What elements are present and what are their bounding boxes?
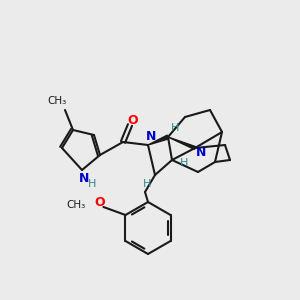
Text: N: N: [196, 146, 206, 158]
Text: O: O: [128, 113, 138, 127]
Text: H: H: [180, 158, 188, 168]
Text: CH₃: CH₃: [47, 96, 67, 106]
Text: N: N: [146, 130, 156, 143]
Text: H: H: [88, 179, 96, 189]
Text: H: H: [143, 179, 151, 189]
Text: CH₃: CH₃: [66, 200, 85, 210]
Text: O: O: [94, 196, 105, 209]
Polygon shape: [148, 135, 169, 145]
Text: H: H: [171, 123, 179, 133]
Polygon shape: [168, 137, 196, 149]
Text: N: N: [79, 172, 89, 185]
